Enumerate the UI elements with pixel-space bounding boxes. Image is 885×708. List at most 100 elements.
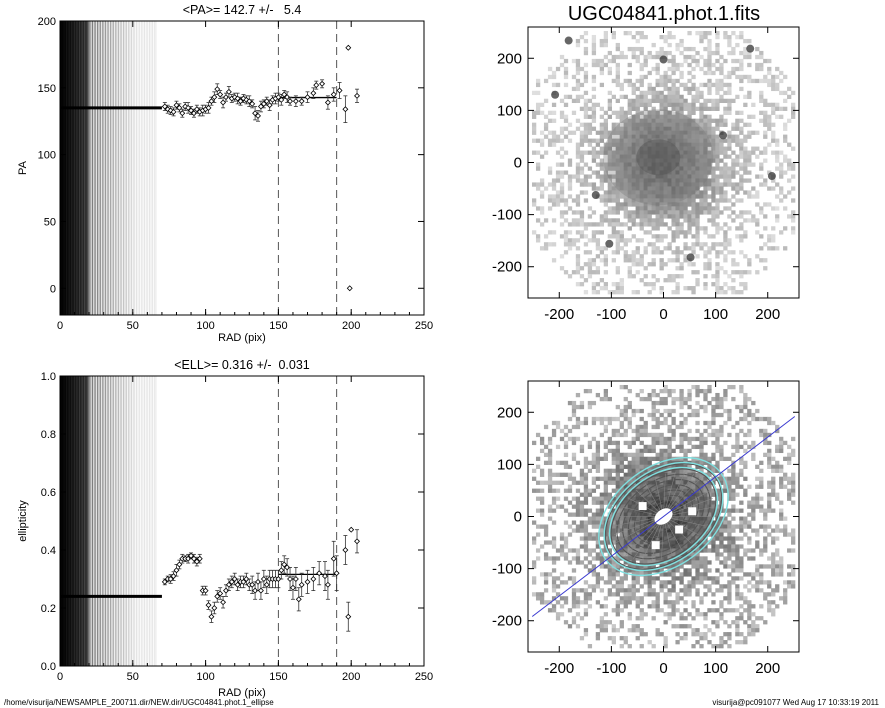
image-pixel (735, 596, 740, 601)
image-pixel (647, 122, 652, 127)
image-pixel (659, 170, 664, 175)
image-pixel (763, 130, 768, 135)
image-pixel (719, 98, 724, 104)
image-pixel (775, 86, 780, 92)
image-pixel (623, 206, 628, 211)
image-pixel (687, 182, 692, 187)
image-pixel (707, 584, 712, 589)
image-pixel (655, 174, 660, 179)
image-pixel (631, 182, 636, 187)
image-pixel (711, 106, 716, 111)
image-pixel (643, 544, 648, 549)
image-pixel (651, 592, 656, 597)
image-pixel (683, 456, 688, 462)
image-pixel (739, 444, 744, 450)
image-pixel (735, 628, 740, 633)
image-pixel (603, 620, 609, 625)
image-pixel (683, 206, 688, 211)
image-pixel (791, 532, 796, 537)
image-pixel (583, 488, 589, 493)
image-pixel (607, 162, 612, 167)
image-pixel (715, 282, 720, 287)
image-pixel (767, 118, 772, 123)
image-pixel (651, 282, 656, 287)
image-pixel (663, 452, 668, 458)
image-pixel (619, 576, 624, 581)
image-pixel (675, 444, 680, 450)
image-pixel (647, 202, 652, 207)
image-pixel (591, 286, 597, 291)
image-pixel (767, 564, 772, 569)
image-pixel (599, 134, 605, 139)
image-pixel (543, 234, 549, 239)
image-pixel (539, 600, 545, 605)
image-pixel (559, 198, 565, 203)
image-pixel (735, 588, 740, 593)
image-pixel (779, 166, 784, 171)
image-pixel (671, 34, 676, 40)
image-pixel (783, 592, 788, 597)
image-pixel (735, 536, 740, 541)
image-pixel (691, 632, 696, 637)
image-pixel (547, 230, 553, 235)
image-pixel (611, 568, 616, 573)
image-pixel (623, 210, 628, 215)
image-pixel (575, 126, 581, 131)
star-source (686, 253, 695, 262)
image-pixel (751, 584, 756, 589)
image-pixel (611, 210, 616, 215)
image-pixel (727, 90, 732, 96)
y-tick-label: 50 (44, 216, 56, 228)
image-pixel (583, 222, 589, 227)
data-point (223, 587, 229, 594)
image-pixel (739, 126, 744, 131)
image-pixel (663, 166, 668, 171)
image-pixel (667, 210, 672, 215)
image-pixel (627, 150, 632, 155)
image-pixel (631, 34, 636, 40)
image-pixel (663, 110, 668, 115)
image-pixel (631, 556, 636, 561)
image-pixel (531, 198, 537, 203)
image-pixel (743, 520, 748, 525)
image-pixel (655, 90, 660, 96)
image-pixel (583, 540, 589, 545)
image-pixel (579, 524, 585, 529)
image-pixel (695, 492, 700, 497)
image-pixel (695, 174, 700, 179)
image-pixel (583, 508, 589, 513)
image-pixel (559, 210, 565, 215)
image-pixel (607, 194, 612, 199)
image-pixel (731, 536, 736, 541)
image-pixel (663, 472, 668, 477)
image-pixel (543, 452, 549, 458)
image-pixel (595, 254, 601, 259)
image-pixel (687, 528, 692, 533)
image-pixel (763, 226, 768, 231)
image-pixel (631, 134, 636, 139)
image-pixel (571, 620, 577, 625)
image-pixel (683, 396, 688, 402)
image-pixel (743, 600, 748, 605)
image-pixel (711, 206, 716, 211)
image-pixel (635, 408, 640, 414)
image-pixel (667, 114, 672, 119)
image-pixel (575, 604, 581, 609)
image-pixel (643, 246, 648, 251)
image-pixel (563, 472, 569, 477)
image-pixel (587, 604, 593, 609)
image-pixel (675, 632, 680, 637)
image-pixel (583, 190, 589, 195)
image-pixel (759, 416, 764, 422)
image-pixel (755, 540, 760, 545)
image-pixel (747, 524, 752, 529)
image-pixel (735, 584, 740, 589)
image-pixel (635, 250, 640, 255)
image-pixel (699, 170, 704, 175)
image-pixel (663, 106, 668, 111)
image-pixel (591, 94, 597, 100)
image-pixel (603, 190, 609, 195)
image-pixel (635, 162, 640, 167)
image-pixel (703, 162, 708, 167)
image-pixel (675, 516, 680, 521)
